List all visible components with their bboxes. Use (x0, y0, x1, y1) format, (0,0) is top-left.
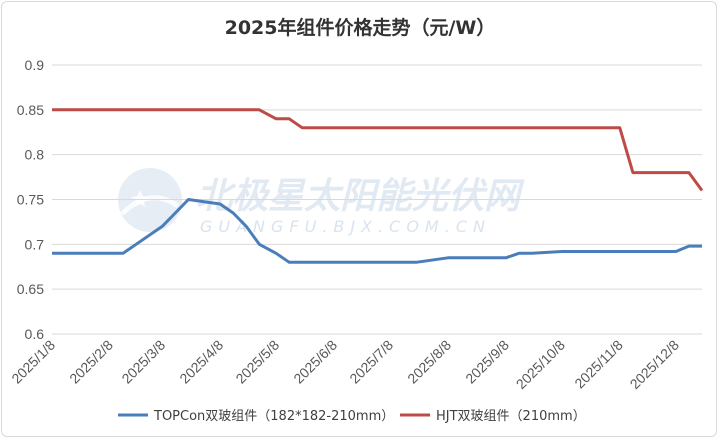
plot-area (52, 108, 704, 264)
x-axis: 2025/1/8 2025/2/8 2025/3/8 2025/4/8 2025/5/8… (8, 337, 682, 393)
x-tick-label: 2025/6/8 (290, 337, 340, 387)
x-tick-label: 2025/5/8 (232, 337, 282, 387)
gridlines (52, 64, 702, 335)
legend-label-1: TOPCon双玻组件（182*182-210mm） (153, 409, 394, 424)
y-tick-label: 0.85 (17, 102, 44, 118)
x-tick-label: 2025/12/8 (627, 337, 683, 393)
y-axis: 0.6 0.65 0.7 0.75 0.8 0.85 0.9 (17, 57, 44, 342)
y-tick-label: 0.6 (25, 326, 45, 342)
y-tick-label: 0.75 (17, 192, 44, 208)
legend: TOPCon双玻组件（182*182-210mm） HJT双玻组件（210mm） (118, 409, 586, 424)
x-tick-label: 2025/9/8 (462, 337, 512, 387)
x-tick-label: 2025/3/8 (118, 337, 168, 387)
series-line-1 (52, 198, 702, 264)
x-tick-label: 2025/10/8 (513, 337, 569, 393)
series-line-2 (52, 108, 704, 192)
watermark: 北极星太阳能光伏网 GUANGFU.BJX.COM.CN (118, 168, 525, 236)
x-tick-label: 2025/4/8 (176, 337, 226, 387)
watermark-name: 北极星太阳能光伏网 (196, 176, 525, 217)
y-tick-label: 0.9 (25, 57, 45, 73)
y-tick-label: 0.8 (25, 147, 45, 163)
x-tick-label: 2025/1/8 (8, 337, 58, 387)
x-tick-label: 2025/11/8 (571, 337, 626, 392)
x-tick-label: 2025/2/8 (66, 337, 116, 387)
chart-title: 2025年组件价格走势（元/W） (225, 16, 496, 39)
legend-label-2: HJT双玻组件（210mm） (436, 409, 586, 424)
y-tick-label: 0.7 (25, 236, 45, 252)
x-tick-label: 2025/8/8 (404, 337, 454, 387)
watermark-url: GUANGFU.BJX.COM.CN (200, 217, 491, 236)
y-tick-label: 0.65 (17, 281, 44, 297)
x-tick-label: 2025/7/8 (346, 337, 396, 387)
